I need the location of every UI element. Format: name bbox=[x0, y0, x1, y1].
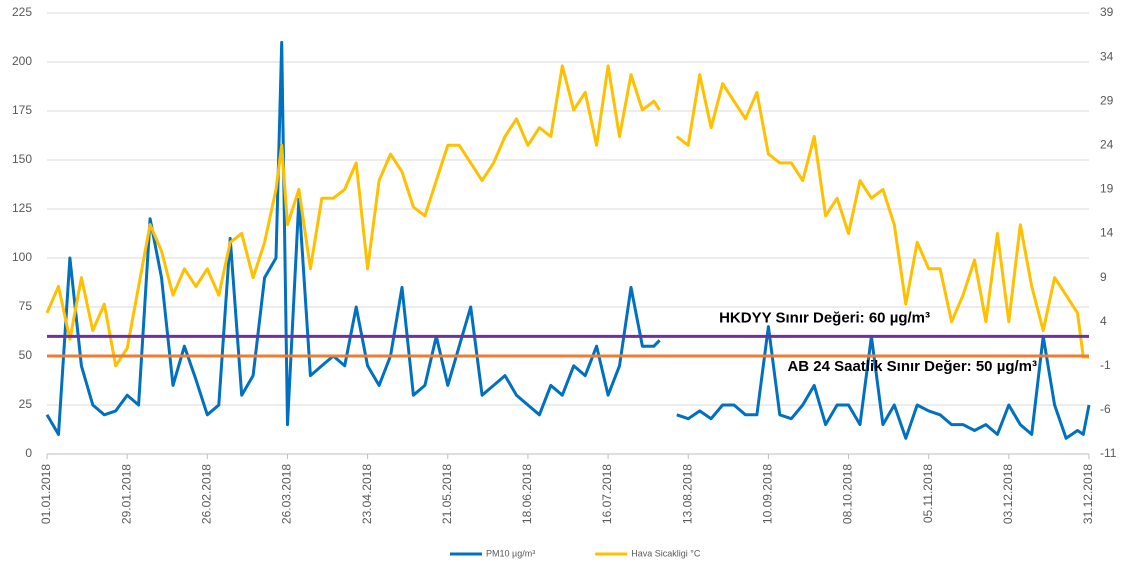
legend-label: PM10 µg/m³ bbox=[486, 548, 535, 558]
x-tick-label: 31.12.2018 bbox=[1081, 464, 1095, 524]
x-tick-label: 05.11.2018 bbox=[921, 464, 935, 523]
y-tick-label: 225 bbox=[12, 5, 32, 19]
y-tick-label: 50 bbox=[19, 348, 33, 362]
x-tick-label: 23.04.2018 bbox=[360, 464, 374, 524]
y2-tick-label: -1 bbox=[1100, 358, 1111, 372]
y-tick-label: 150 bbox=[12, 152, 32, 166]
y2-tick-label: 9 bbox=[1100, 270, 1107, 284]
x-tick-label: 29.01.2018 bbox=[119, 464, 133, 524]
y2-tick-label: 24 bbox=[1100, 137, 1114, 151]
y2-tick-label: -11 bbox=[1100, 446, 1117, 460]
y-tick-label: 175 bbox=[12, 103, 32, 117]
reference-label: HKDYY Sınır Değeri: 60 µg/m³ bbox=[719, 309, 930, 326]
y-tick-label: 0 bbox=[25, 446, 32, 460]
x-tick-label: 18.06.2018 bbox=[520, 464, 534, 524]
reference-label: AB 24 Saatlik Sınır Değer: 50 µg/m³ bbox=[787, 358, 1037, 375]
x-tick-label: 21.05.2018 bbox=[440, 464, 454, 524]
x-tick-label: 13.08.2018 bbox=[680, 464, 694, 524]
y2-tick-label: 39 bbox=[1100, 5, 1114, 19]
y-tick-label: 75 bbox=[19, 299, 33, 313]
data-line bbox=[45, 64, 1089, 368]
y-tick-label: 25 bbox=[19, 397, 33, 411]
y2-tick-label: 4 bbox=[1100, 314, 1107, 328]
y2-tick-label: -6 bbox=[1100, 402, 1111, 416]
x-tick-label: 16.07.2018 bbox=[600, 464, 614, 524]
x-tick-label: 03.12.2018 bbox=[1001, 464, 1015, 524]
y-tick-label: 125 bbox=[12, 201, 32, 215]
y2-tick-label: 14 bbox=[1100, 226, 1114, 240]
x-tick-label: 10.09.2018 bbox=[761, 464, 775, 524]
y-tick-label: 100 bbox=[12, 250, 32, 264]
y2-tick-label: 29 bbox=[1100, 93, 1114, 107]
x-tick-label: 08.10.2018 bbox=[841, 464, 855, 524]
x-tick-label: 26.03.2018 bbox=[280, 464, 294, 524]
legend-label: Hava Sicakligi °C bbox=[631, 548, 701, 558]
y2-tick-label: 34 bbox=[1100, 49, 1114, 63]
x-tick-label: 26.02.2018 bbox=[199, 464, 213, 524]
data-line bbox=[45, 40, 1091, 440]
y-tick-label: 200 bbox=[12, 54, 32, 68]
y2-tick-label: 19 bbox=[1100, 182, 1114, 196]
x-tick-label: 01.01.2018 bbox=[39, 464, 53, 524]
